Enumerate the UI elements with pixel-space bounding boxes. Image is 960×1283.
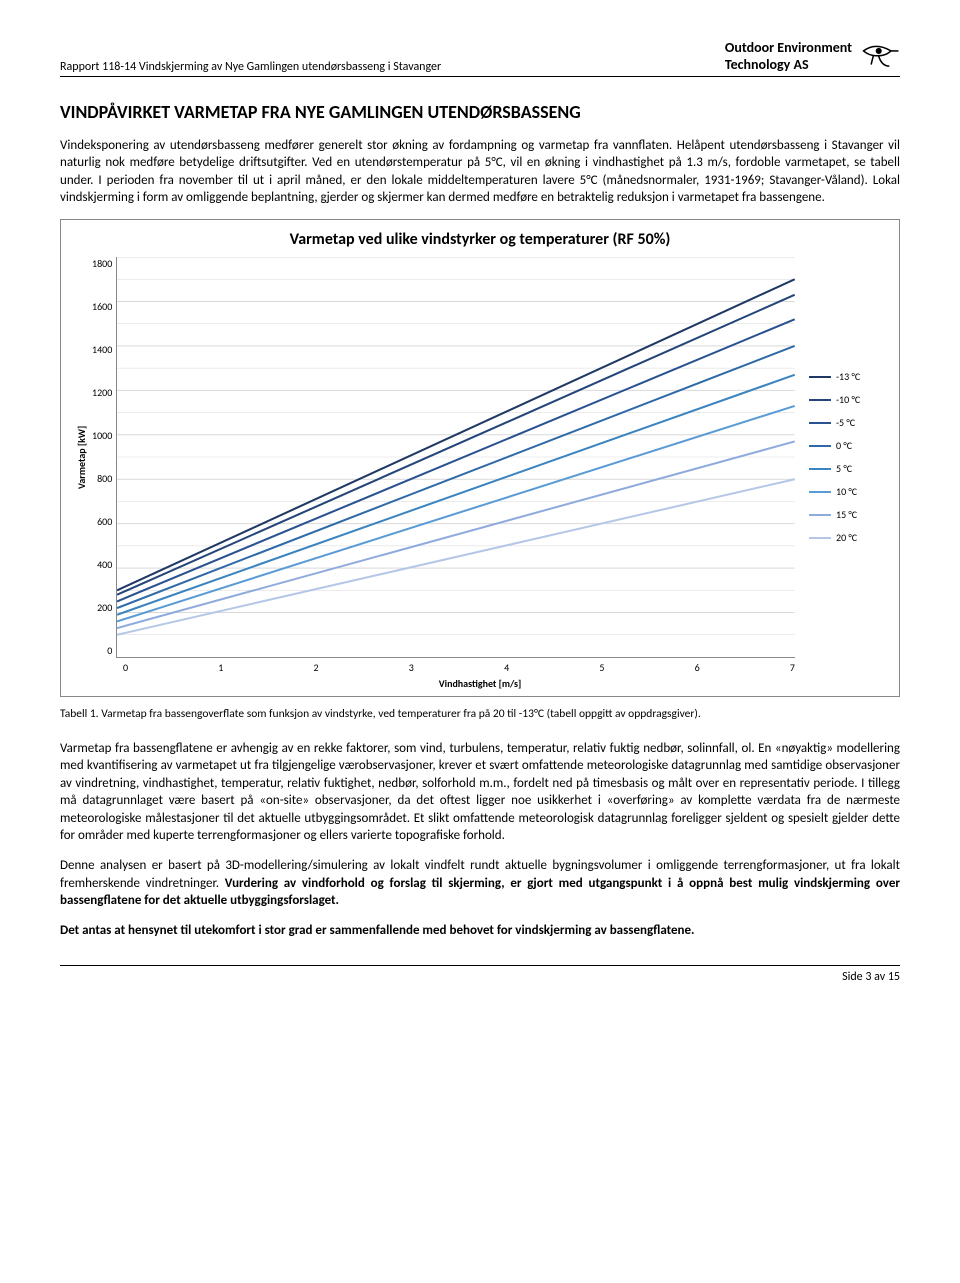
legend-item: -10 °C (809, 393, 889, 406)
chart-y-label: Varmetap [kW] (71, 257, 92, 658)
y-tick: 800 (92, 472, 112, 485)
legend-label: -13 °C (836, 370, 860, 383)
legend-label: 5 °C (836, 462, 852, 475)
page-number: Side 3 av 15 (842, 970, 900, 984)
legend-swatch (809, 491, 831, 493)
y-tick: 1200 (92, 386, 112, 399)
chart-title: Varmetap ved ulike vindstyrker og temper… (71, 230, 889, 249)
legend-item: 15 °C (809, 508, 889, 521)
section-heading: VINDPÅVIRKET VARMETAP FRA NYE GAMLINGEN … (60, 101, 900, 123)
legend-swatch (809, 537, 831, 539)
legend-label: -10 °C (836, 393, 860, 406)
legend-swatch (809, 422, 831, 424)
y-tick: 600 (92, 515, 112, 528)
company-line2: Technology AS (725, 57, 852, 74)
varmetap-chart: Varmetap ved ulike vindstyrker og temper… (60, 219, 900, 697)
legend-item: 20 °C (809, 531, 889, 544)
y-tick: 1000 (92, 429, 112, 442)
legend-label: 0 °C (836, 439, 852, 452)
legend-label: 10 °C (836, 485, 857, 498)
x-tick: 0 (123, 661, 128, 674)
x-tick: 3 (409, 661, 414, 674)
paragraph-2: Varmetap fra bassengflatene er avhengig … (60, 740, 900, 845)
y-tick: 1400 (92, 343, 112, 356)
paragraph-3: Denne analysen er basert på 3D-modelleri… (60, 857, 900, 910)
company-block: Outdoor Environment Technology AS (725, 40, 900, 74)
company-line1: Outdoor Environment (725, 40, 852, 57)
y-tick: 200 (92, 601, 112, 614)
legend-swatch (809, 445, 831, 447)
chart-y-ticks: 1800 1600 1400 1200 1000 800 600 400 200 0 (92, 257, 116, 657)
legend-swatch (809, 514, 831, 516)
y-tick: 1600 (92, 300, 112, 313)
legend-item: -5 °C (809, 416, 889, 429)
chart-legend: -13 °C -10 °C -5 °C 0 °C 5 °C 10 °C 15 °C 20 °C (795, 257, 889, 658)
legend-item: 5 °C (809, 462, 889, 475)
chart-caption: Tabell 1. Varmetap fra bassengoverflate … (60, 707, 900, 722)
x-tick: 6 (695, 661, 700, 674)
paragraph-4: Det antas at hensynet til utekomfort i s… (60, 922, 900, 940)
legend-swatch (809, 468, 831, 470)
page-footer: Side 3 av 15 (60, 965, 900, 984)
legend-label: -5 °C (836, 416, 855, 429)
x-tick: 2 (314, 661, 319, 674)
x-tick: 5 (599, 661, 604, 674)
eye-of-horus-icon (862, 43, 900, 71)
y-tick: 400 (92, 558, 112, 571)
legend-label: 15 °C (836, 508, 857, 521)
legend-item: 0 °C (809, 439, 889, 452)
legend-swatch (809, 376, 831, 378)
chart-x-label: Vindhastighet [m/s] (71, 677, 889, 690)
legend-swatch (809, 399, 831, 401)
x-tick: 1 (218, 661, 223, 674)
chart-plot-area (116, 257, 795, 658)
legend-item: 10 °C (809, 485, 889, 498)
x-tick: 7 (790, 661, 795, 674)
report-title: Rapport 118-14 Vindskjerming av Nye Gaml… (60, 60, 441, 74)
y-tick: 1800 (92, 257, 112, 270)
chart-x-ticks: 0 1 2 3 4 5 6 7 (123, 661, 795, 674)
y-tick: 0 (92, 644, 112, 657)
page-header: Rapport 118-14 Vindskjerming av Nye Gaml… (60, 40, 900, 77)
x-tick: 4 (504, 661, 509, 674)
legend-label: 20 °C (836, 531, 857, 544)
legend-item: -13 °C (809, 370, 889, 383)
intro-paragraph: Vindeksponering av utendørsbasseng medfø… (60, 137, 900, 207)
